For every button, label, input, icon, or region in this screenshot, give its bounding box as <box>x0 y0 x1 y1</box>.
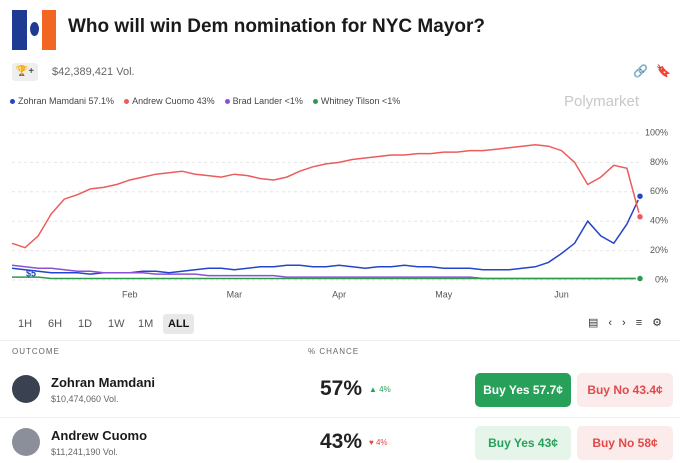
row-divider <box>0 417 680 418</box>
legend-swatch <box>10 98 15 104</box>
logo <box>12 10 56 50</box>
chart: 0% 20% 40% 60% 80% 100% Feb Mar Apr May Jun $5 <box>11 127 668 299</box>
volume: $42,389,421 Vol. <box>52 66 135 78</box>
timeframe-button[interactable]: 6H <box>48 318 63 330</box>
chance-change: ▲ 4% <box>369 385 391 394</box>
avatar <box>12 428 40 456</box>
bookmark-icon[interactable]: 🔖 <box>656 64 671 78</box>
legend-label: Andrew Cuomo 43% <box>132 96 215 106</box>
legend-item: Zohran Mamdani 57.1% <box>10 96 114 106</box>
y-tick-label: 60% <box>650 186 668 196</box>
x-tick-label: May <box>435 289 453 299</box>
timeframe-button[interactable]: 1D <box>78 318 93 330</box>
series-line <box>12 276 640 280</box>
x-tick-label: Jun <box>554 289 569 299</box>
brand: Polymarket <box>564 93 640 110</box>
legend: Zohran Mamdani 57.1% Andrew Cuomo 43% Brad… <box>10 96 400 106</box>
legend-item: Brad Lander <1% <box>224 96 303 106</box>
y-tick-label: 100% <box>645 127 668 137</box>
end-marker <box>635 274 645 283</box>
legend-item: Andrew Cuomo 43% <box>124 96 215 106</box>
outcome-header: OUTCOME <box>12 347 60 356</box>
chance-header: % CHANCE <box>308 347 360 356</box>
candidate-volume: $11,241,190 Vol. <box>51 447 118 457</box>
avatar <box>12 375 40 403</box>
candidate-name: Zohran Mamdani <box>51 375 156 390</box>
buy-no[interactable]: Buy No 58¢ <box>577 426 673 460</box>
timeframe-button[interactable]: 1M <box>138 318 154 330</box>
timeframe-button[interactable]: 1W <box>108 318 125 330</box>
annotation: $5 <box>26 268 36 278</box>
end-marker <box>635 212 645 222</box>
timeframe-button[interactable]: ALL <box>163 314 195 334</box>
x-tick-label: Feb <box>122 289 138 299</box>
chance: 57% <box>320 377 363 400</box>
legend-label: Brad Lander <1% <box>232 96 303 106</box>
legend-swatch <box>224 98 230 104</box>
trophy-button[interactable]: 🏆+ <box>12 63 38 81</box>
buy-yes[interactable]: Buy Yes 57.7¢ <box>475 373 571 407</box>
legend-label: Whitney Tilson <1% <box>320 96 401 106</box>
x-tick-label: Apr <box>332 289 346 299</box>
series-line <box>11 195 641 275</box>
chance: 43% <box>320 430 363 453</box>
legend-item: Whitney Tilson <1% <box>312 96 401 106</box>
series-line <box>11 144 641 249</box>
link-icon[interactable]: 🔗 <box>633 64 648 78</box>
buy-yes[interactable]: Buy Yes 43¢ <box>475 426 571 460</box>
buy-no[interactable]: Buy No 43.4¢ <box>577 373 673 407</box>
y-tick-label: 80% <box>650 157 668 167</box>
y-tick-label: 40% <box>650 216 668 226</box>
y-tick-label: 0% <box>655 274 668 284</box>
y-tick-label: 20% <box>650 245 668 255</box>
legend-swatch <box>312 98 318 104</box>
legend-label: Zohran Mamdani 57.1% <box>18 96 115 106</box>
title: Who will win Dem nomination for NYC Mayo… <box>68 16 485 37</box>
x-tick-label: Mar <box>227 289 243 299</box>
legend-swatch <box>124 98 130 104</box>
end-marker <box>635 191 645 201</box>
chart-tools[interactable]: ▤‹›≡⚙ <box>588 317 672 329</box>
candidate-name: Andrew Cuomo <box>51 428 148 443</box>
timeframe-button[interactable]: 1H <box>18 318 33 330</box>
candidate-volume: $10,474,060 Vol. <box>51 394 119 404</box>
chance-change: ♥ 4% <box>369 438 388 447</box>
divider <box>0 340 680 341</box>
